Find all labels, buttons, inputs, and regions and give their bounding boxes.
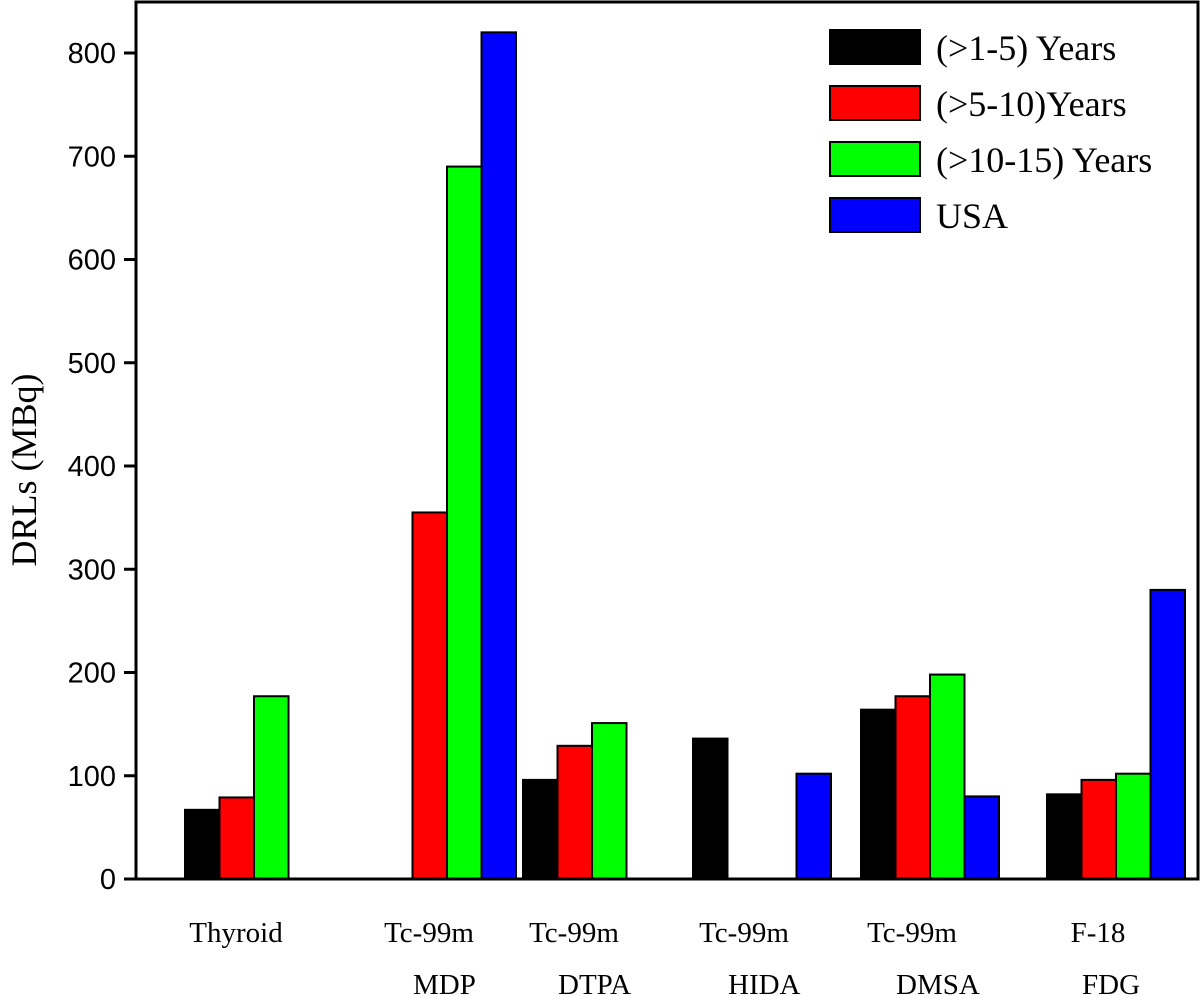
legend-label: (>10-15) Years <box>936 140 1152 180</box>
bar <box>218 796 255 880</box>
legend-label: USA <box>936 196 1008 236</box>
x-category-sublabel: FDG <box>1082 969 1140 996</box>
y-tick-label: 500 <box>68 348 116 380</box>
y-tick-label: 100 <box>68 761 116 793</box>
x-category-label: Thyroid <box>189 917 283 949</box>
x-category-label: Tc-99m <box>699 917 789 949</box>
y-tick-label: 400 <box>68 451 116 483</box>
bar <box>1115 772 1152 880</box>
legend-label: (>1-5) Years <box>936 28 1116 68</box>
bar <box>184 808 221 881</box>
bar <box>860 708 897 880</box>
legend-swatch <box>829 141 921 177</box>
y-tick-label: 0 <box>100 864 116 896</box>
bars-layer <box>184 31 1186 881</box>
bar <box>1149 588 1186 881</box>
x-category-sublabel: DTPA <box>558 969 631 996</box>
bar <box>446 165 483 880</box>
x-category-sublabel: DMSA <box>896 969 980 996</box>
bar <box>556 744 593 880</box>
plot-frame <box>134 0 1200 881</box>
y-tick-label: 300 <box>68 554 116 586</box>
y-axis: 0 100 200 300 400 500 600 700 800 <box>68 38 136 896</box>
x-category-label: Tc-99m <box>867 917 957 949</box>
x-category-sublabel: MDP <box>413 969 476 996</box>
y-tick-label: 600 <box>68 245 116 277</box>
x-category-label: Tc-99m <box>529 917 619 949</box>
bar <box>480 31 517 881</box>
x-category-label: F-18 <box>1071 917 1126 949</box>
x-category-sublabel: HIDA <box>728 969 801 996</box>
bar <box>411 511 448 881</box>
y-tick-label: 200 <box>68 658 116 690</box>
legend-swatch <box>829 29 921 65</box>
bar <box>795 772 832 880</box>
bar <box>963 795 1000 881</box>
bar <box>929 673 966 880</box>
legend-label: (>5-10)Years <box>936 84 1127 124</box>
y-tick-label: 800 <box>68 38 116 70</box>
legend-swatch <box>829 85 921 121</box>
bar <box>692 737 729 881</box>
legend: (>1-5) Years (>5-10)Years (>10-15) Years US… <box>829 28 1152 236</box>
y-tick-label: 700 <box>68 141 116 173</box>
x-axis: Thyroid Tc-99m MDP Tc-99m DTPA Tc-99m HIDA Tc-9… <box>189 917 1140 996</box>
bar <box>591 722 628 881</box>
legend-swatch <box>829 197 921 233</box>
bar <box>894 695 931 880</box>
y-axis-title: DRLs (MBq) <box>4 373 44 566</box>
x-category-label: Tc-99m <box>384 917 474 949</box>
bar <box>1080 778 1117 881</box>
bar <box>1046 793 1083 881</box>
bar <box>253 695 290 880</box>
bar <box>522 778 559 881</box>
